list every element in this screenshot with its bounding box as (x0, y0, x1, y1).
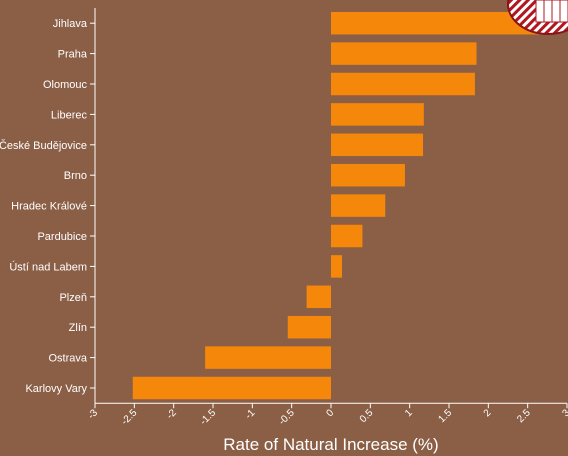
x-tick-label: -2.5 (119, 407, 139, 427)
y-tick-label: České Budějovice (0, 139, 87, 152)
x-tick-label: 3 (560, 407, 568, 419)
bar (205, 346, 331, 369)
bar (287, 315, 331, 339)
bar (331, 42, 477, 65)
y-tick-label: Ostrava (48, 353, 87, 365)
bar (331, 103, 424, 126)
bar (331, 255, 343, 278)
bar (331, 224, 363, 248)
bar (331, 133, 424, 157)
y-tick-label: Jihlava (53, 18, 88, 30)
bar (306, 285, 331, 309)
y-tick-label: Ústí nad Labem (9, 260, 87, 273)
x-tick-label: -1.5 (198, 407, 218, 427)
x-tick-label: 2 (482, 407, 494, 419)
x-tick-label: -2 (165, 407, 179, 421)
x-tick-label: 1.5 (437, 407, 455, 425)
y-tick-label: Brno (64, 170, 87, 182)
emblem-decoration (507, 0, 568, 35)
bar (331, 194, 386, 217)
y-tick-label: Olomouc (43, 79, 88, 91)
y-tick-label: Karlovy Vary (25, 383, 87, 395)
y-tick-label: Praha (58, 49, 88, 61)
y-axis: Jihlava Praha Olomouc Liberec České Budějovi… (0, 8, 96, 404)
x-tick-label: 0 (324, 407, 336, 419)
bar (331, 11, 540, 35)
y-tick-label: Hradec Králové (11, 201, 87, 213)
bars-group (132, 11, 540, 400)
x-tick-label: 0.5 (358, 407, 376, 425)
y-tick-label: Plzeň (59, 292, 87, 304)
bar (331, 72, 475, 96)
x-tick-label: 1 (403, 407, 415, 419)
x-tick-label: -3 (86, 407, 100, 421)
x-tick-label: 2.5 (515, 407, 533, 425)
y-tick-label: Zlín (69, 322, 87, 334)
x-tick-label: -1 (243, 407, 257, 421)
y-tick-label: Liberec (51, 109, 88, 121)
x-axis: -3 -2.5 -2 -1.5 -1 -0.5 0 0.5 1 1.5 2 2.5 3 (86, 402, 568, 428)
bar (132, 376, 331, 400)
x-tick-label: -0.5 (277, 407, 297, 427)
bar (331, 163, 405, 187)
x-axis-title: Rate of Natural Increase (%) (223, 435, 438, 454)
y-tick-label: Pardubice (37, 231, 87, 243)
